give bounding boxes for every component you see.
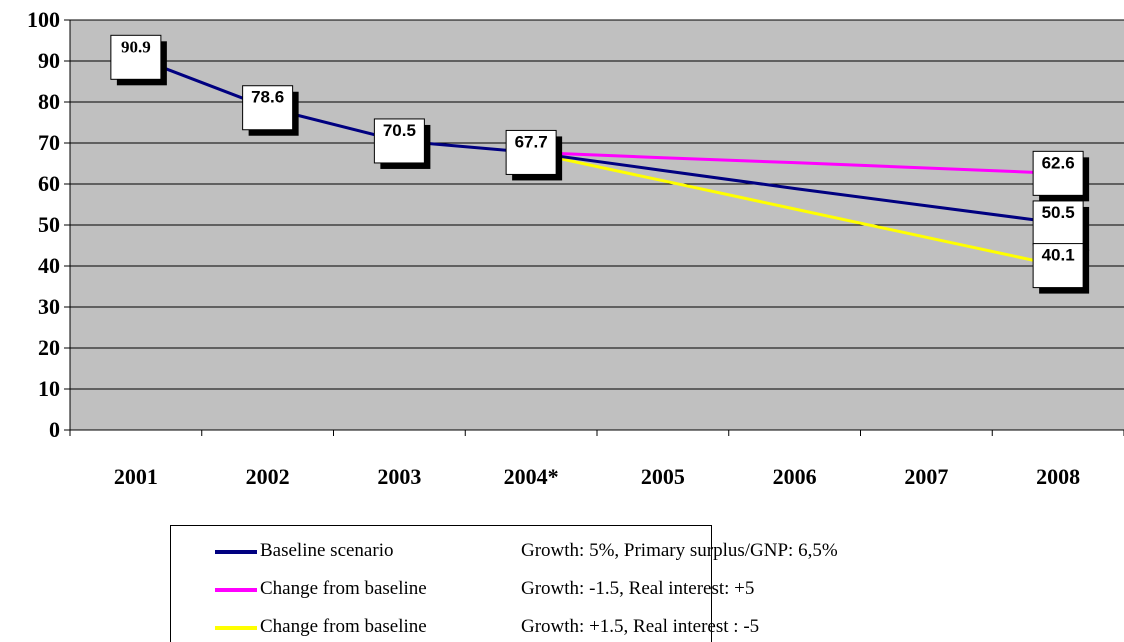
data-label-box <box>373 118 425 164</box>
x-tick-label: 2001 <box>114 464 158 489</box>
data-label-text: 62.6 <box>1042 153 1075 172</box>
data-label: 62.6 <box>1032 150 1090 202</box>
y-tick-label: 50 <box>38 212 60 237</box>
x-tick-label: 2003 <box>377 464 421 489</box>
x-tick-label: 2004* <box>504 464 559 489</box>
data-label: 67.7 <box>505 129 563 181</box>
y-tick-label: 30 <box>38 294 60 319</box>
series-line-1 <box>531 150 1059 175</box>
data-label-text: 90.9 <box>121 37 151 56</box>
legend-swatch-pessimistic <box>215 588 257 592</box>
data-label-text: 78.6 <box>251 88 284 107</box>
y-tick-label: 10 <box>38 376 60 401</box>
y-tick-label: 90 <box>38 48 60 73</box>
x-tick-label: 2006 <box>773 464 817 489</box>
x-tick-label: 2005 <box>641 464 685 489</box>
series-line-2 <box>530 150 1059 268</box>
legend-swatch-baseline <box>215 550 257 554</box>
legend-description: Growth: +1.5, Real interest : -5 <box>521 616 760 637</box>
y-tick-label: 70 <box>38 130 60 155</box>
x-tick-label: 2007 <box>904 464 948 489</box>
y-tick-label: 0 <box>49 417 60 442</box>
data-label-box <box>1032 243 1084 289</box>
y-tick-label: 60 <box>38 171 60 196</box>
data-label-box <box>505 129 557 175</box>
data-label-text: 40.1 <box>1042 246 1075 265</box>
data-label: 70.5 <box>373 118 431 169</box>
legend-name: Baseline scenario <box>260 540 394 561</box>
legend-name: Change from baseline <box>260 578 427 599</box>
x-tick-label: 2008 <box>1036 464 1080 489</box>
legend: Baseline scenario Growth: 5%, Primary su… <box>170 525 838 642</box>
y-tick-label: 40 <box>38 253 60 278</box>
data-label-text: 67.7 <box>515 132 548 151</box>
legend-description: Growth: -1.5, Real interest: +5 <box>521 578 755 599</box>
x-tick-label: 2002 <box>246 464 290 489</box>
data-label: 40.1 <box>1032 243 1090 294</box>
data-label-box <box>110 34 162 80</box>
y-tick-label: 20 <box>38 335 60 360</box>
legend-swatch-optimistic <box>215 626 257 630</box>
legend-description: Growth: 5%, Primary surplus/GNP: 6,5% <box>521 540 838 561</box>
data-label: 78.6 <box>242 85 299 136</box>
data-label-box <box>1032 150 1084 196</box>
data-label: 90.9 <box>110 34 167 86</box>
legend-name: Change from baseline <box>260 616 427 637</box>
data-label-box <box>242 85 294 131</box>
data-label-text: 50.5 <box>1042 203 1075 222</box>
data-label-text: 70.5 <box>383 121 416 140</box>
y-tick-label: 100 <box>27 7 60 32</box>
y-tick-label: 80 <box>38 89 60 114</box>
